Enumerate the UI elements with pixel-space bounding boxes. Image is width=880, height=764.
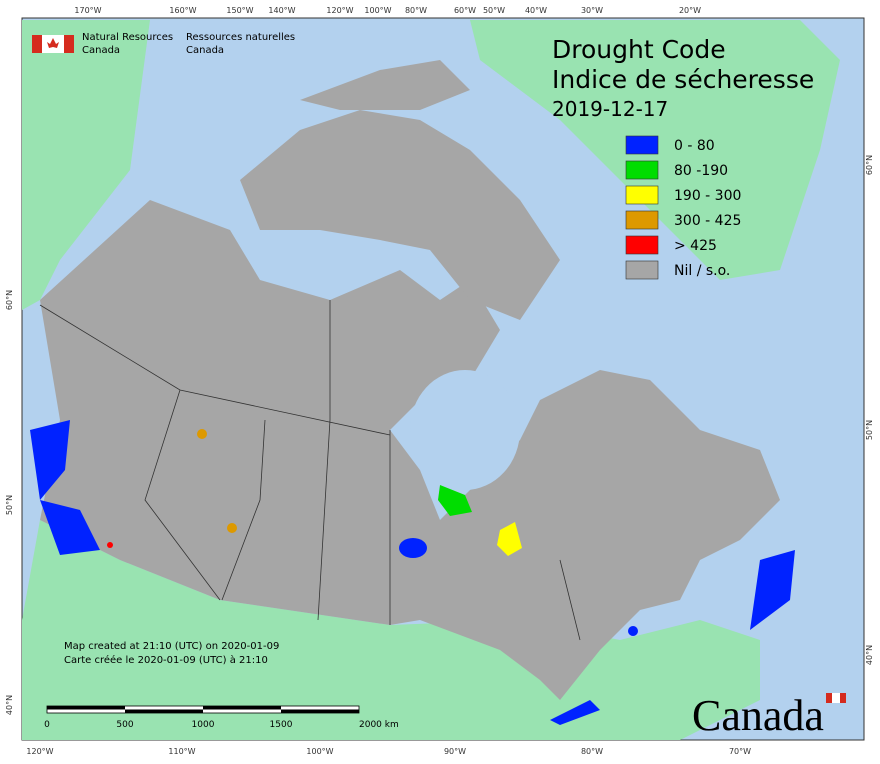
longitude-label: 20°W xyxy=(679,6,701,15)
alaska xyxy=(22,20,150,310)
date: 2019-12-17 xyxy=(552,97,668,121)
longitude-label: 100°W xyxy=(306,747,333,756)
agency: Ressources naturelles xyxy=(186,32,295,43)
scale-bar xyxy=(46,705,360,714)
usa xyxy=(22,520,760,740)
longitude-label: 140°W xyxy=(268,6,295,15)
latitude-label: 50°N xyxy=(865,420,874,440)
arctic-islands xyxy=(240,110,560,320)
hudson-bay xyxy=(410,370,520,490)
canada xyxy=(40,200,780,700)
longitude-label: 40°W xyxy=(525,6,547,15)
longitude-label: 120°W xyxy=(26,747,53,756)
legend-label: 0 - 80 xyxy=(674,138,715,154)
latitude-label: 60°N xyxy=(5,290,14,310)
latitude-label: 60°N xyxy=(865,155,874,175)
legend-swatch xyxy=(625,135,659,155)
patch-300-425 xyxy=(227,523,237,533)
patch-80-190 xyxy=(438,485,472,516)
borders xyxy=(39,300,581,641)
patch-0-80 xyxy=(399,538,427,558)
latitude-label: 40°N xyxy=(865,645,874,665)
flag xyxy=(32,35,846,703)
longitude-label: 160°W xyxy=(169,6,196,15)
legend-swatch xyxy=(625,185,659,205)
longitude-label: 120°W xyxy=(326,6,353,15)
scale-label: 0 xyxy=(44,720,50,730)
scale-label: 2000 km xyxy=(359,720,399,730)
longitude-label: 150°W xyxy=(226,6,253,15)
longitude-label: 170°W xyxy=(74,6,101,15)
graticule-labels: 170°W 160°W 150°W 140°W 120°W 100°W 80°W 60°W 50… xyxy=(5,6,874,756)
scale-label: 1000 xyxy=(192,720,215,730)
agency: Canada xyxy=(82,45,120,56)
longitude-label: 80°W xyxy=(405,6,427,15)
longitude-label: 30°W xyxy=(581,6,603,15)
longitude-label: 50°W xyxy=(483,6,505,15)
latitude-label: 40°N xyxy=(5,695,14,715)
scale-labels: 0 500 1000 1500 2000 km xyxy=(44,720,399,730)
legend-label: 80 -190 xyxy=(674,163,728,179)
title: Indice de sécheresse xyxy=(552,65,814,94)
longitude-label: 100°W xyxy=(364,6,391,15)
wordmark: Canada xyxy=(692,691,824,740)
legend-swatch xyxy=(625,235,659,255)
agency: Canada xyxy=(186,45,224,56)
longitude-label: 70°W xyxy=(729,747,751,756)
scale-label: 500 xyxy=(116,720,133,730)
legend-label: 300 - 425 xyxy=(674,213,741,229)
longitude-label: 60°W xyxy=(454,6,476,15)
longitude-label: 110°W xyxy=(168,747,195,756)
patch-300-425 xyxy=(197,429,207,439)
latitude-label: 50°N xyxy=(5,495,14,515)
longitude-label: 90°W xyxy=(444,747,466,756)
title: Drought Code xyxy=(552,35,726,64)
legend-swatch xyxy=(625,260,659,280)
ellesmere xyxy=(300,60,470,110)
legend-swatch xyxy=(625,160,659,180)
scale-label: 1500 xyxy=(270,720,293,730)
note: Carte créée le 2020-01-09 (UTC) à 21:10 xyxy=(64,654,268,666)
note: Map created at 21:10 (UTC) on 2020-01-09 xyxy=(64,641,279,652)
patch-190-300 xyxy=(497,522,522,556)
legend-label: > 425 xyxy=(674,238,717,254)
longitude-label: 80°W xyxy=(581,747,603,756)
legend-label: 190 - 300 xyxy=(674,188,741,204)
agency: Natural Resources xyxy=(82,32,173,43)
legend-label: Nil / s.o. xyxy=(674,263,730,279)
legend: 0 - 80 80 -190 190 - 300 300 - 425 > 425 Nil … xyxy=(625,135,741,280)
legend-swatch xyxy=(625,210,659,230)
patch-425 xyxy=(107,542,113,548)
patch-0-80 xyxy=(628,626,638,636)
